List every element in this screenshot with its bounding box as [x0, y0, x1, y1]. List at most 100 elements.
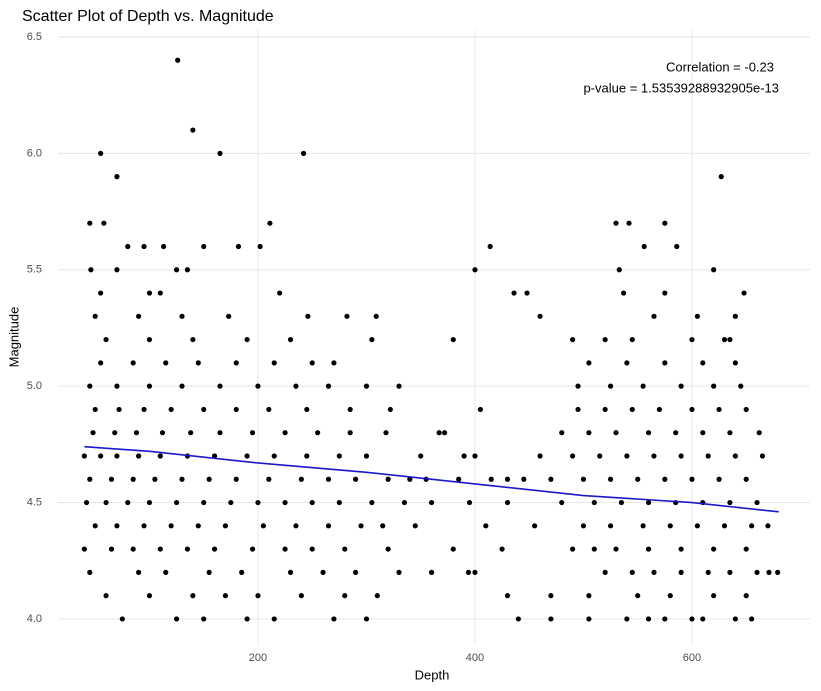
point [179, 383, 185, 389]
y-tick-label: 5.0 [27, 380, 42, 392]
point [173, 499, 180, 506]
point [114, 174, 120, 180]
point [586, 593, 592, 599]
point [621, 290, 627, 296]
annotation: Correlation = -0.23 [666, 59, 774, 74]
point [101, 220, 107, 226]
point [325, 476, 332, 482]
point [336, 453, 342, 459]
point [108, 546, 115, 552]
point [271, 616, 277, 622]
point [353, 569, 359, 575]
point [504, 499, 511, 506]
point [228, 499, 234, 506]
point [87, 569, 93, 575]
point [754, 499, 760, 506]
point [363, 453, 370, 459]
point [239, 569, 245, 575]
point [133, 430, 140, 436]
point [678, 569, 684, 575]
x-tick-label: 600 [683, 652, 701, 664]
point [524, 290, 530, 296]
point [607, 476, 614, 482]
point [450, 336, 456, 343]
point [678, 383, 684, 389]
point [211, 453, 218, 459]
point [570, 546, 576, 552]
point [624, 360, 630, 366]
point [347, 406, 353, 413]
point [483, 523, 489, 529]
point [342, 593, 348, 599]
point [369, 336, 375, 343]
point [385, 546, 391, 552]
point [168, 523, 174, 529]
point [201, 243, 207, 250]
trend-line [84, 445, 779, 513]
y-axis-label: Magnitude [6, 307, 21, 368]
point [721, 523, 728, 529]
point [271, 453, 277, 459]
point [309, 546, 315, 552]
point [363, 616, 370, 622]
point [130, 476, 136, 482]
point [465, 569, 472, 575]
point [90, 430, 96, 436]
point [342, 546, 348, 552]
point [244, 336, 250, 343]
point [678, 546, 684, 552]
point [88, 267, 94, 273]
point [190, 336, 196, 343]
point [727, 499, 733, 506]
point [597, 453, 603, 459]
point [472, 453, 478, 459]
point [146, 499, 153, 506]
point [98, 290, 104, 296]
point [81, 546, 87, 552]
point [114, 523, 120, 529]
point [689, 406, 695, 413]
point [521, 476, 527, 482]
point [226, 313, 232, 319]
point [732, 313, 738, 319]
point [499, 546, 505, 552]
point [159, 430, 166, 436]
point [645, 430, 652, 436]
y-tick-label: 4.0 [27, 613, 42, 625]
point [418, 453, 424, 459]
point [287, 336, 294, 343]
point [651, 313, 657, 319]
point [271, 360, 277, 366]
point [282, 546, 288, 552]
point [157, 546, 163, 552]
point [570, 453, 576, 459]
point [674, 243, 680, 250]
point [130, 360, 136, 366]
point [651, 453, 657, 459]
point [136, 453, 142, 459]
point [146, 383, 153, 389]
point [718, 174, 724, 180]
point [694, 313, 700, 319]
point [160, 243, 167, 250]
point [759, 453, 766, 459]
point [602, 336, 608, 343]
point [613, 220, 619, 226]
point [157, 290, 163, 296]
point [727, 336, 733, 343]
point [152, 476, 158, 482]
point [305, 313, 311, 319]
point [472, 569, 478, 575]
point [188, 430, 194, 436]
point [624, 616, 630, 622]
point [645, 546, 652, 552]
point [173, 267, 180, 273]
point [504, 593, 511, 599]
point [136, 569, 142, 575]
point [488, 476, 494, 482]
point [645, 616, 652, 622]
point [222, 523, 229, 529]
point [385, 476, 391, 482]
point [580, 523, 587, 529]
